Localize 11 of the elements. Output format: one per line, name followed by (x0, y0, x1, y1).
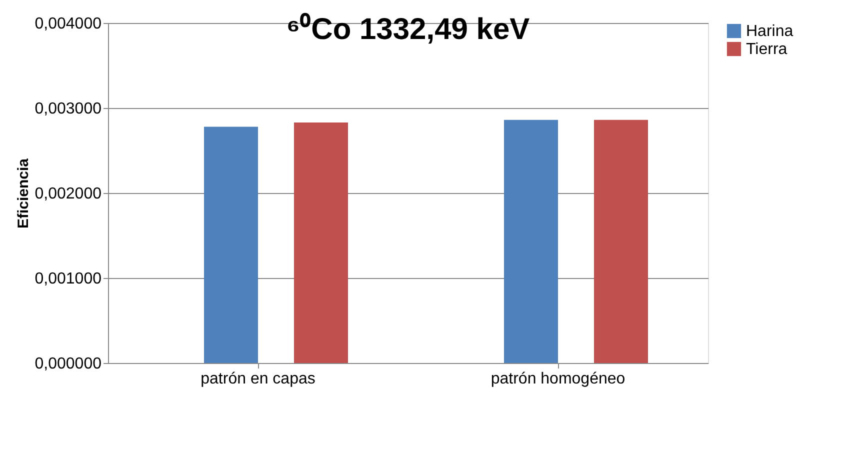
y-axis-title: Eficiencia (14, 158, 32, 229)
chart-title: ⁶⁰Co 1332,49 keV (286, 12, 530, 46)
x-tick-label: patrón homogéneo (490, 370, 626, 388)
x-tick-label: patrón en capas (200, 370, 316, 388)
y-tick-label: 0,002000 (34, 186, 102, 202)
y-tick-label: 0,000000 (34, 356, 102, 372)
y-tick-label: 0,003000 (34, 100, 102, 118)
legend-label: Tierra (746, 41, 788, 58)
legend-label: Harina (746, 23, 794, 40)
y-tick-label: 0,001000 (34, 270, 102, 288)
y-tick-label: 0,004000 (34, 16, 102, 32)
